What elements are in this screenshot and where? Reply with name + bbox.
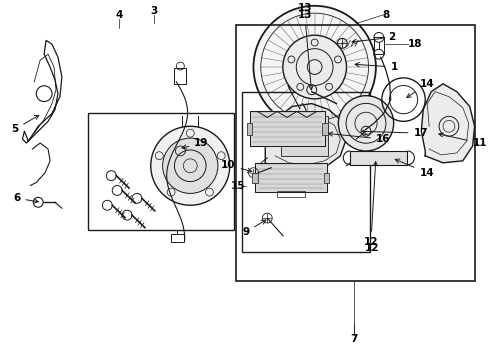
Text: 4: 4 bbox=[115, 10, 122, 20]
Bar bbox=[349, 151, 407, 165]
Text: 6: 6 bbox=[13, 193, 38, 203]
Text: 11: 11 bbox=[438, 133, 486, 148]
Text: 9: 9 bbox=[242, 220, 265, 237]
Text: 13: 13 bbox=[297, 10, 312, 90]
Polygon shape bbox=[255, 163, 326, 193]
Text: 18: 18 bbox=[407, 39, 422, 49]
Text: 2: 2 bbox=[351, 32, 394, 44]
Bar bbox=[246, 123, 252, 135]
Text: 7: 7 bbox=[350, 334, 357, 343]
Text: 14: 14 bbox=[406, 79, 434, 98]
Text: 1: 1 bbox=[354, 62, 397, 72]
Text: 17: 17 bbox=[361, 128, 427, 138]
Bar bbox=[321, 123, 327, 135]
Text: 13: 13 bbox=[297, 3, 311, 13]
Text: 12: 12 bbox=[363, 162, 377, 247]
Text: 5: 5 bbox=[11, 115, 39, 134]
Polygon shape bbox=[265, 104, 346, 173]
Bar bbox=[241, 92, 369, 252]
Bar bbox=[170, 234, 184, 242]
Circle shape bbox=[253, 6, 375, 128]
Circle shape bbox=[338, 96, 393, 151]
Circle shape bbox=[282, 35, 346, 99]
Text: 16: 16 bbox=[328, 132, 389, 144]
Text: 3: 3 bbox=[150, 6, 157, 16]
Bar bbox=[323, 173, 329, 183]
Bar bbox=[252, 173, 258, 183]
Text: 10: 10 bbox=[221, 160, 251, 172]
Circle shape bbox=[163, 138, 218, 193]
Bar bbox=[277, 192, 304, 197]
Text: 15: 15 bbox=[230, 180, 244, 190]
Circle shape bbox=[150, 126, 229, 205]
Polygon shape bbox=[249, 112, 324, 146]
Text: 8: 8 bbox=[381, 10, 388, 20]
Text: 12: 12 bbox=[364, 243, 378, 253]
Text: 14: 14 bbox=[394, 159, 433, 178]
Bar bbox=[235, 24, 474, 281]
Text: 19: 19 bbox=[182, 138, 208, 149]
Bar bbox=[174, 68, 186, 84]
Polygon shape bbox=[421, 84, 474, 163]
Bar bbox=[281, 116, 328, 156]
Bar bbox=[87, 113, 233, 230]
